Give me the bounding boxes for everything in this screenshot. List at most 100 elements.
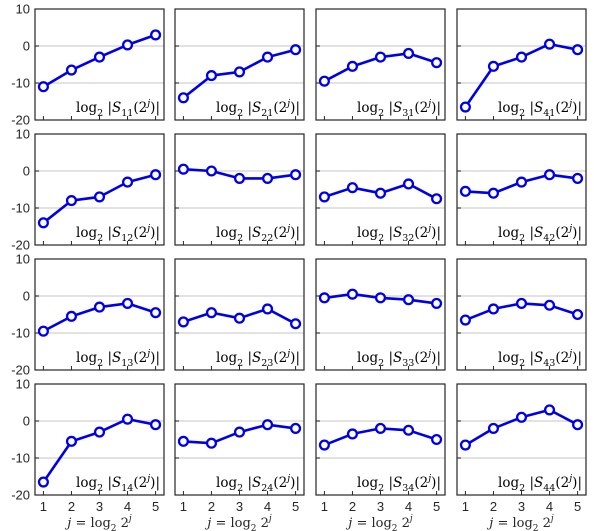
panel-S22: log2 |S22(2j)| [174,133,305,246]
panel-label-S21: log2 |S21(2j)| [216,98,300,119]
data-point-S24-5 [290,422,302,434]
data-point-S44-5 [572,419,584,431]
x-tick-label: 5 [292,499,299,514]
x-tick-label: 1 [40,499,47,514]
x-axis-label: j = log2 2j [486,514,554,531]
data-point-S22-5 [290,169,302,181]
data-point-S31-2 [346,60,359,72]
data-point-S32-1 [318,191,330,203]
data-point-S34-1 [318,439,330,451]
data-point-S12-5 [150,169,162,181]
x-tick-label: 5 [152,499,159,514]
y-tick-label: 0 [23,414,30,429]
x-tick-label: 1 [180,499,187,514]
data-point-S41-4 [543,38,556,50]
data-point-S41-1 [459,101,471,113]
data-point-S23-5 [290,318,302,330]
data-point-S21-4 [261,51,274,63]
data-point-S23-3 [233,312,246,324]
panel-label-S23: log2 |S23(2j)| [216,348,300,369]
data-point-S44-2 [487,422,500,434]
data-point-S31-5 [431,57,443,69]
data-point-S22-2 [205,165,218,177]
x-tick-label: 3 [518,499,525,514]
panel-S11: log2 |S11(2j)| 10 0 -10 -20 [11,2,165,128]
data-point-S14-1 [37,476,49,488]
x-tick-label: 2 [349,499,356,514]
data-point-S14-3 [93,426,106,438]
data-point-S44-1 [459,439,471,451]
panel-label-S34: log2 |S34(2j)| [357,473,441,494]
y-tick-label: 10 [16,377,30,392]
data-point-S14-4 [121,413,134,425]
data-point-S32-4 [402,178,415,190]
data-point-S34-5 [431,433,443,446]
panel-S42: log2 |S42(2j)| [456,133,587,246]
x-tick-label: 4 [124,499,131,514]
data-point-S43-5 [572,308,584,321]
data-point-S42-5 [572,172,584,184]
data-point-S11-1 [37,81,49,93]
data-point-S33-1 [318,292,330,304]
data-point-S24-1 [177,435,189,447]
y-tick-label: -10 [11,451,30,466]
data-point-S24-4 [261,419,274,431]
y-tick-label: 0 [23,39,30,54]
panel-S32: log2 |S32(2j)| [315,133,446,246]
data-point-S12-2 [65,195,78,207]
data-point-S24-3 [233,426,246,438]
data-point-S31-4 [402,47,415,59]
y-tick-label: 10 [16,252,30,267]
data-point-S33-5 [431,297,443,309]
y-tick-label: -10 [11,76,30,91]
panel-S24: log2 |S24(2j)| 1 2 3 4 5 j = log2 2j [174,383,305,531]
data-point-S12-3 [93,191,106,203]
panel-label-S42: log2 |S42(2j)| [498,223,582,244]
y-tick-label: -10 [11,201,30,216]
data-point-S21-5 [290,44,302,56]
panel-S41: log2 |S41(2j)| [456,8,587,121]
x-tick-label: 5 [433,499,440,514]
data-point-S13-2 [65,310,78,322]
panel-S44: log2 |S44(2j)| 1 2 3 4 5 j = log2 2j [456,383,587,531]
x-tick-label: 2 [208,499,215,514]
panel-label-S32: log2 |S32(2j)| [357,223,441,244]
data-point-S41-3 [515,51,528,63]
data-point-S24-2 [205,437,218,449]
data-point-S23-4 [261,303,274,315]
data-point-S21-3 [233,66,246,78]
y-tick-label: 10 [16,127,30,142]
data-point-S42-4 [543,169,556,181]
y-tick-label: -20 [11,238,30,253]
x-tick-label: 2 [68,499,75,514]
panel-S21: log2 |S21(2j)| [174,8,305,121]
y-tick-label: 0 [23,289,30,304]
panel-S14: log2 |S14(2j)| 10 0 -10 -20 1 2 3 4 5 j = log2 2j [11,377,165,531]
data-point-S33-4 [402,294,415,306]
data-point-S42-3 [515,176,528,188]
data-point-S22-1 [177,163,189,175]
data-point-S34-2 [346,428,359,440]
panel-S34: log2 |S34(2j)| 1 2 3 4 5 j = log2 2j [315,383,446,531]
x-tick-label: 4 [546,499,553,514]
data-point-S23-2 [205,307,218,319]
data-point-S13-4 [121,297,134,309]
data-point-S31-3 [374,51,387,63]
y-tick-label: 10 [16,2,30,17]
data-point-S23-1 [177,316,189,328]
panel-label-S14: log2 |S14(2j)| [76,473,160,494]
x-tick-label: 3 [377,499,384,514]
data-point-S11-4 [121,39,134,51]
panel-label-S31: log2 |S31(2j)| [357,98,441,119]
y-tick-label: -20 [11,488,30,503]
data-point-S44-4 [543,404,556,416]
data-point-S22-4 [261,172,274,184]
panel-label-S24: log2 |S24(2j)| [216,473,300,494]
data-point-S42-2 [487,187,500,199]
panel-label-S43: log2 |S43(2j)| [498,348,582,369]
x-tick-label: 4 [264,499,271,514]
panel-label-S33: log2 |S33(2j)| [357,348,441,369]
x-axis-label: j = log2 2j [204,514,272,531]
x-tick-label: 3 [96,499,103,514]
data-point-S43-2 [487,303,500,315]
